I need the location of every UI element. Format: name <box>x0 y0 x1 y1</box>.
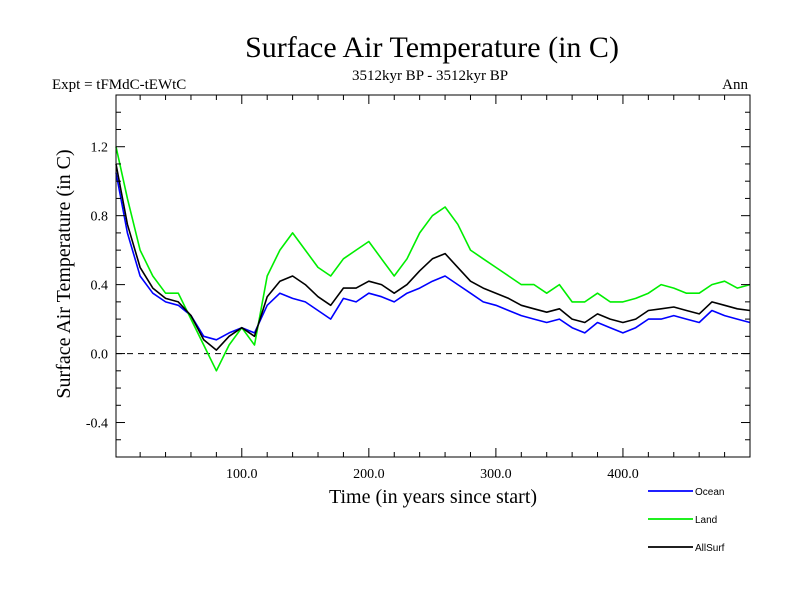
plot-frame <box>115 94 751 458</box>
series-line-land <box>115 146 751 372</box>
x-tick-label: 300.0 <box>480 467 512 482</box>
y-tick-label: 1.2 <box>91 141 109 156</box>
series-line-ocean <box>115 172 751 341</box>
plot-area: 100.0 200.0 300.0 400.0 -0.4 0.0 0.4 0.8 1.2 <box>86 94 751 482</box>
y-tick-label: -0.4 <box>86 417 108 432</box>
x-tick-label: 100.0 <box>226 467 258 482</box>
season-label: Ann <box>722 77 748 93</box>
chart-title: Surface Air Temperature (in C) <box>245 31 619 64</box>
y-tick-label: 0.4 <box>91 279 109 294</box>
period-label: 3512kyr BP - 3512kyr BP <box>352 68 508 84</box>
x-axis-label: Time (in years since start) <box>329 486 537 508</box>
legend: Ocean Land AllSurf <box>648 487 725 554</box>
y-tick-label: 0.0 <box>91 348 109 363</box>
experiment-label: Expt = tFMdC-tEWtC <box>52 77 186 93</box>
x-tick-label: 400.0 <box>607 467 639 482</box>
legend-label-ocean: Ocean <box>695 487 724 498</box>
legend-label-allsurf: AllSurf <box>695 543 725 554</box>
y-axis-label: Surface Air Temperature (in C) <box>53 149 75 398</box>
x-tick-label: 200.0 <box>353 467 385 482</box>
series-line-allsurf <box>115 163 751 351</box>
y-tick-label: 0.8 <box>91 210 109 225</box>
legend-label-land: Land <box>695 515 717 526</box>
